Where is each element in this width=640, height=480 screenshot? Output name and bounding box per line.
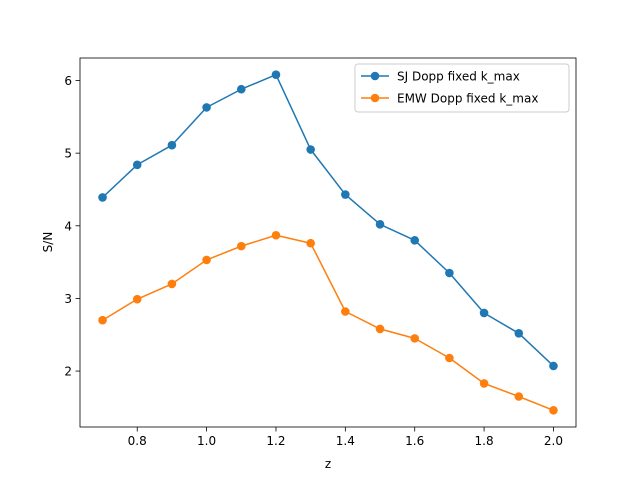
series-1-point <box>167 140 177 150</box>
x-tick-label: 1.8 <box>475 434 494 448</box>
series-1-point <box>479 308 489 318</box>
series-line-2 <box>102 234 554 411</box>
x-tick-label: 1.4 <box>336 434 355 448</box>
x-tick-label: 1.2 <box>266 434 285 448</box>
plot-area <box>98 70 558 415</box>
x-axis-label: z <box>325 457 331 471</box>
series-line-1 <box>102 73 554 367</box>
series-2-point <box>98 315 107 325</box>
axes-frame <box>79 57 577 428</box>
series-1-point <box>375 220 385 229</box>
series-1-point <box>202 103 211 112</box>
series-2-point <box>202 255 211 265</box>
legend-label-2: EMW Dopp fixed k_max <box>397 92 538 106</box>
series-2-point <box>375 324 385 334</box>
series-2-point <box>410 334 420 343</box>
series-1-point <box>132 160 142 170</box>
series-2-point <box>514 392 524 401</box>
series-2-point <box>271 230 281 240</box>
x-tick-label: 1.6 <box>405 434 424 448</box>
series-1-point <box>445 268 454 278</box>
y-tick-label: 5 <box>64 147 72 161</box>
series-1-point <box>236 84 246 94</box>
series-1-point <box>306 145 315 154</box>
series-1-point <box>410 236 420 245</box>
series-1-point <box>341 190 350 199</box>
y-tick-label: 2 <box>64 365 72 379</box>
series-2-point <box>341 307 350 316</box>
x-tick-label: 2.0 <box>544 434 563 448</box>
series-1-point <box>271 70 281 80</box>
series-1-point <box>514 329 524 338</box>
series-2-point <box>236 241 246 251</box>
legend-frame <box>354 63 570 113</box>
legend-marker-2 <box>370 93 380 103</box>
series-2-point <box>479 379 489 388</box>
series-2-point <box>132 294 142 304</box>
legend: SJ Dopp fixed k_max EMW Dopp fixed k_max <box>354 63 570 113</box>
legend-label-1: SJ Dopp fixed k_max <box>397 70 520 84</box>
series-1-point <box>549 361 558 371</box>
series-2-point <box>445 353 454 363</box>
y-tick-label: 4 <box>64 219 72 233</box>
y-tick-label: 6 <box>64 74 72 88</box>
series-1-point <box>98 193 107 202</box>
y-tick-label: 3 <box>64 292 72 306</box>
axes: 0.8 1.0 1.2 1.4 1.6 1.8 2.0 2 3 4 5 6 <box>64 57 577 448</box>
series-2-point <box>306 238 315 248</box>
x-tick-label: 1.0 <box>197 434 216 448</box>
series-2-point <box>549 405 558 415</box>
x-tick-label: 0.8 <box>128 434 147 448</box>
y-axis-label: S/N <box>41 232 55 253</box>
series-2-point <box>167 279 177 289</box>
legend-marker-1 <box>370 71 380 81</box>
